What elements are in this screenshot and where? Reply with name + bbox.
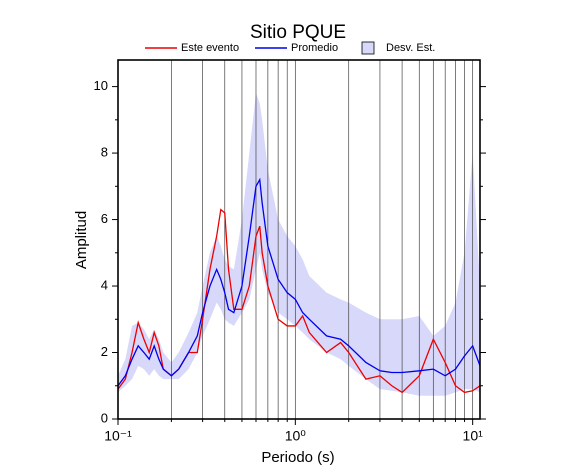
y-axis-label: Amplitud (73, 211, 90, 269)
legend-swatch (361, 41, 375, 55)
y-tick-label: 10 (94, 78, 108, 93)
x-axis-label: Periodo (s) (261, 449, 334, 466)
legend-label: Promedio (291, 42, 338, 54)
series-line (117, 208, 481, 394)
plot-frame (117, 59, 481, 420)
y-tick-label: 8 (101, 145, 108, 160)
series-line (117, 177, 481, 387)
std-band (118, 93, 480, 396)
x-tick-label: 10¹ (463, 428, 484, 444)
y-tick-label: 2 (101, 344, 108, 359)
x-tick-label: 10⁰ (285, 428, 307, 444)
x-tick-label: 10⁻¹ (104, 428, 132, 444)
chart-title: Sitio PQUE (250, 22, 346, 43)
y-tick-label: 6 (101, 211, 108, 226)
legend-label: Desv. Est. (386, 42, 435, 54)
legend-label: Este evento (181, 42, 239, 54)
y-tick-label: 4 (101, 277, 108, 292)
y-tick-label: 0 (101, 410, 108, 425)
